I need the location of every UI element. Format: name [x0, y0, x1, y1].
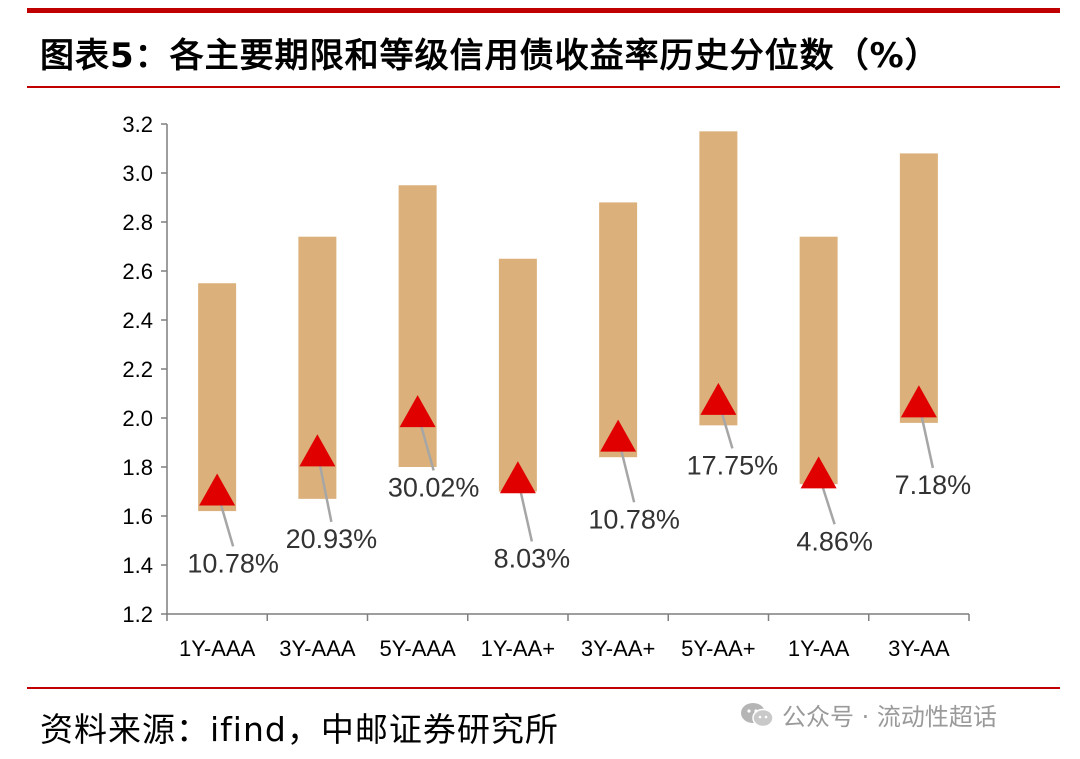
- watermark-text: 公众号 · 流动性超话: [782, 703, 997, 731]
- range-bar: [699, 131, 738, 426]
- bottom-rule: [27, 687, 1060, 689]
- chart-title: 图表5：各主要期限和等级信用债收益率历史分位数（%）: [40, 36, 940, 76]
- data-label: 4.86%: [796, 526, 873, 556]
- range-bar: [198, 283, 237, 512]
- x-tick-label: 5Y-AAA: [380, 636, 457, 661]
- source-note: 资料来源：ifind，中邮证券研究所: [40, 710, 559, 749]
- y-tick-label: 1.6: [122, 504, 153, 529]
- data-label: 17.75%: [687, 450, 779, 480]
- x-tick-label: 3Y-AAA: [279, 636, 356, 661]
- title-divider: [27, 86, 1060, 88]
- data-label: 30.02%: [388, 472, 480, 502]
- y-tick-label: 3.2: [122, 112, 153, 137]
- x-tick-label: 1Y-AAA: [179, 636, 256, 661]
- y-tick-label: 2.6: [122, 259, 153, 284]
- top-rule: [27, 8, 1060, 13]
- x-tick-label: 5Y-AA+: [681, 636, 755, 661]
- x-tick-label: 1Y-AA: [788, 636, 850, 661]
- y-tick-label: 2.2: [122, 357, 153, 382]
- current-marker: [700, 382, 737, 415]
- y-tick-label: 2.4: [122, 308, 153, 333]
- range-bar: [599, 202, 638, 458]
- x-tick-label: 3Y-AA: [888, 636, 950, 661]
- data-label: 10.78%: [187, 548, 279, 578]
- y-tick-label: 1.4: [122, 553, 153, 578]
- range-bar: [799, 236, 838, 485]
- y-tick-label: 2.0: [122, 406, 153, 431]
- y-tick-label: 1.8: [122, 455, 153, 480]
- range-bar: [899, 153, 938, 423]
- data-label: 10.78%: [588, 504, 680, 534]
- current-marker: [499, 461, 536, 494]
- current-marker: [399, 395, 436, 428]
- data-label: 7.18%: [895, 470, 972, 500]
- current-marker: [900, 385, 937, 418]
- current-marker: [299, 434, 336, 467]
- current-marker: [199, 473, 236, 506]
- data-label: 20.93%: [286, 524, 378, 554]
- range-chart: 1.2 1.4 1.6 1.8 2.0 2.2 2.4 2.6 2.8 3.0 3.2 1Y-AAA 3…: [122, 112, 972, 661]
- data-label: 8.03%: [494, 543, 571, 573]
- y-tick-label: 2.8: [122, 210, 153, 235]
- current-marker: [600, 419, 637, 452]
- current-marker: [800, 456, 837, 489]
- range-bar: [498, 258, 537, 492]
- x-tick-label: 3Y-AA+: [581, 636, 655, 661]
- watermark: 公众号 · 流动性超话: [740, 697, 997, 732]
- x-tick-label: 1Y-AA+: [481, 636, 555, 661]
- wechat-icon: [741, 702, 774, 727]
- y-tick-label: 1.2: [122, 602, 153, 627]
- y-tick-label: 3.0: [122, 161, 153, 186]
